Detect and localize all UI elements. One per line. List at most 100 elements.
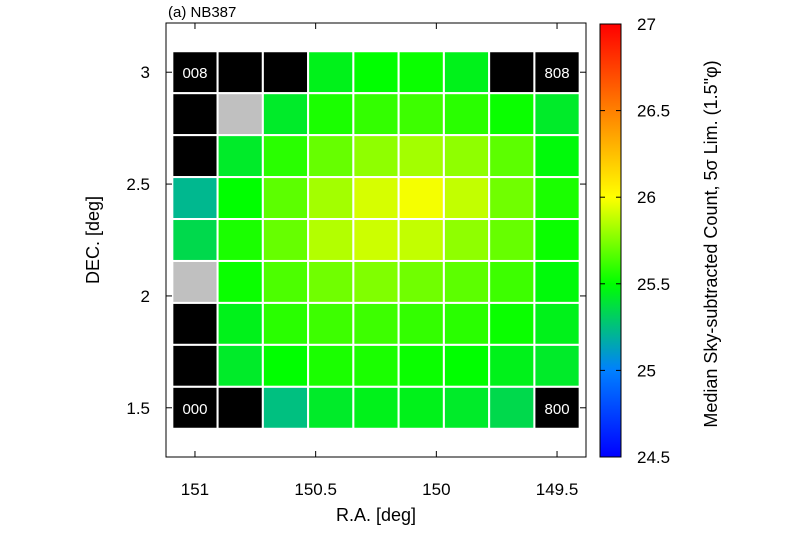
heatmap-cell (261, 259, 310, 304)
heatmap-cell (307, 176, 355, 221)
heatmap-cell (216, 176, 264, 221)
heatmap-cell (261, 176, 310, 221)
heatmap-cell (307, 259, 355, 304)
heatmap-cell (442, 385, 491, 430)
x-tick-label: 150 (422, 480, 450, 499)
heatmap-cell (488, 343, 536, 388)
heatmap-cell (442, 134, 491, 179)
heatmap-cell (171, 134, 219, 179)
heatmap-cell (171, 259, 219, 304)
heatmap-cell (171, 176, 219, 221)
heatmap-cell (307, 92, 355, 137)
heatmap-cell (442, 218, 491, 262)
heatmap-cell (533, 176, 581, 221)
heatmap-cell (442, 343, 491, 388)
heatmap-cell (488, 50, 536, 95)
x-tick-label: 151 (181, 480, 209, 499)
heatmap-cell (397, 343, 445, 388)
y-axis-title: DEC. [deg] (83, 196, 103, 284)
heatmap-cell (261, 343, 310, 388)
heatmap-cell (216, 259, 264, 304)
corner-cell-label: 000 (182, 401, 207, 418)
heatmap-cell (261, 218, 310, 262)
heatmap-cells (171, 50, 581, 430)
heatmap-cell (397, 134, 445, 179)
heatmap-cell (533, 343, 581, 388)
heatmap-cell (488, 259, 536, 304)
heatmap-cell (216, 385, 264, 430)
heatmap-cell (352, 50, 400, 95)
colorbar-tick-label: 26 (637, 188, 656, 207)
colorbar-tick-label: 26.5 (637, 102, 670, 121)
x-axis-ticks: 151 150.5 150 149.5 (181, 23, 579, 499)
heatmap-cell (261, 92, 310, 137)
heatmap-cell (442, 176, 491, 221)
heatmap-cell (171, 218, 219, 262)
heatmap-cell (216, 50, 264, 95)
corner-cell-label: 808 (545, 65, 570, 82)
heatmap-cell (307, 385, 355, 430)
heatmap-cell (488, 134, 536, 179)
heatmap-cell (488, 176, 536, 221)
heatmap-cell (397, 92, 445, 137)
heatmap-cell (533, 92, 581, 137)
heatmap-cell (216, 301, 264, 346)
y-tick-label: 1.5 (126, 399, 150, 418)
heatmap-cell (216, 218, 264, 262)
panel-label: (a) NB387 (168, 4, 236, 21)
heatmap-cell (307, 134, 355, 179)
heatmap-cell (397, 218, 445, 262)
heatmap-cell (352, 301, 400, 346)
heatmap-cell (216, 343, 264, 388)
heatmap-cell (397, 176, 445, 221)
heatmap-cell (442, 50, 491, 95)
x-axis-title: R.A. [deg] (336, 505, 416, 525)
colorbar-ticks: 27 26.5 26 25.5 25 24.5 (600, 15, 670, 467)
heatmap-cell (352, 92, 400, 137)
heatmap-cell (488, 218, 536, 262)
x-tick-label: 149.5 (536, 480, 579, 499)
heatmap-cell (533, 259, 581, 304)
heatmap-cell (171, 343, 219, 388)
heatmap-cell (216, 134, 264, 179)
colorbar-title: Median Sky-subtracted Count, 5σ Lim. (1.… (701, 60, 721, 427)
corner-cell-label: 008 (182, 65, 207, 82)
heatmap-cell (307, 343, 355, 388)
y-tick-label: 2 (141, 287, 150, 306)
heatmap-cell (533, 301, 581, 346)
heatmap-cell (488, 385, 536, 430)
y-tick-label: 3 (141, 63, 150, 82)
heatmap-cell (261, 50, 310, 95)
heatmap-cell (216, 92, 264, 137)
heatmap-cell (533, 134, 581, 179)
heatmap-cell (171, 301, 219, 346)
heatmap-cell (352, 343, 400, 388)
heatmap-cell (352, 259, 400, 304)
heatmap-cell (307, 218, 355, 262)
corner-cell-label: 800 (545, 401, 570, 418)
x-tick-label: 150.5 (294, 480, 337, 499)
heatmap-cell (352, 385, 400, 430)
y-tick-label: 2.5 (126, 175, 150, 194)
heatmap-cell (261, 134, 310, 179)
heatmap-cell (442, 92, 491, 137)
plot-frame (165, 22, 587, 458)
heatmap-cell (352, 134, 400, 179)
heatmap-cell (307, 301, 355, 346)
heatmap-cell (533, 218, 581, 262)
heatmap-cell (442, 301, 491, 346)
colorbar-tick-label: 27 (637, 15, 656, 34)
colorbar-tick-label: 25 (637, 361, 656, 380)
heatmap-cell (488, 301, 536, 346)
heatmap-cell (488, 92, 536, 137)
y-axis-ticks: 3 2.5 2 1.5 (126, 63, 586, 418)
heatmap-cell (261, 301, 310, 346)
heatmap-cell (171, 92, 219, 137)
heatmap-cell (352, 218, 400, 262)
heatmap-cell (397, 385, 445, 430)
heatmap-cell (442, 259, 491, 304)
heatmap-cell (397, 50, 445, 95)
heatmap-cell (352, 176, 400, 221)
heatmap-cell (533, 385, 581, 430)
